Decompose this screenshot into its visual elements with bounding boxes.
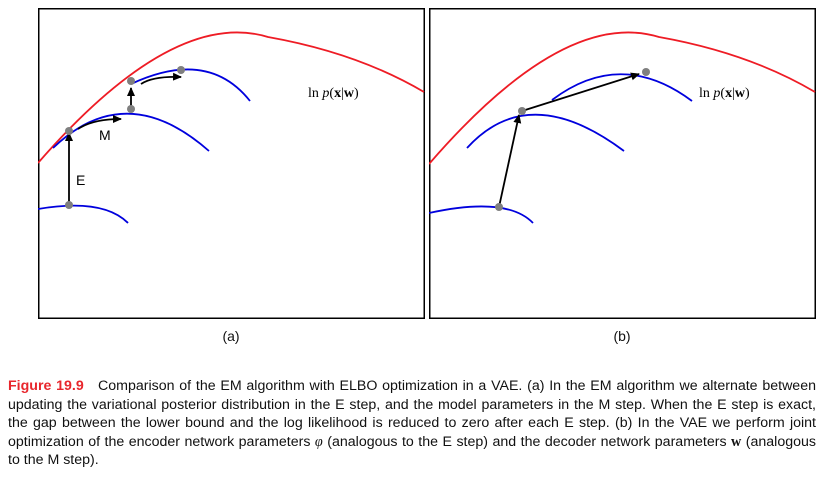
point <box>65 127 73 135</box>
label-prefix: ln <box>699 86 713 101</box>
elbo-curve-2 <box>466 113 625 152</box>
panel-b-frame <box>429 8 816 319</box>
log-likelihood-label: ln p(x|w) <box>699 86 750 101</box>
encoder-arrow <box>498 114 522 208</box>
point <box>518 107 526 115</box>
figure-label: Figure 19.9 <box>8 378 84 394</box>
point <box>642 68 650 76</box>
panel-b-sublabel: (b) <box>613 328 631 344</box>
panel-a-frame <box>38 8 425 319</box>
panel-a: E M ln p(x|w) <box>38 8 425 319</box>
decoder-arrow <box>521 72 640 112</box>
label-x: x <box>334 86 341 101</box>
m-step-arrow-2 <box>140 72 182 85</box>
label-open: ( <box>329 86 334 101</box>
point <box>177 66 185 74</box>
label-p: p <box>712 86 720 101</box>
figure-caption: Figure 19.9 Comparison of the EM algorit… <box>8 377 816 470</box>
elbo-curve-2 <box>52 112 210 152</box>
label-close: ) <box>745 86 750 101</box>
e-label: E <box>76 172 85 188</box>
label-p: p <box>321 86 329 101</box>
label-x: x <box>725 86 732 101</box>
caption-text-3: (analogous to the M step). <box>8 433 816 469</box>
likelihood-curve <box>38 31 425 164</box>
phi-symbol: φ <box>314 433 323 450</box>
elbo-curve-1 <box>38 204 129 224</box>
caption-text-1: Comparison of the EM algorithm with ELBO… <box>8 378 816 450</box>
label-close: ) <box>354 86 359 101</box>
label-open: ( <box>720 86 725 101</box>
elbo-curve-3 <box>130 68 251 102</box>
caption-text-2: (analogous to the E step) and the decode… <box>322 433 732 450</box>
label-bar: | <box>341 86 344 101</box>
point <box>495 203 503 211</box>
point <box>127 105 135 113</box>
label-w: w <box>735 86 746 101</box>
log-likelihood-label: ln p(x|w) <box>308 86 359 101</box>
panel-b-plot: ln p(x|w) <box>429 8 816 319</box>
label-prefix: ln <box>308 86 322 101</box>
likelihood-curve <box>429 31 816 165</box>
panel-b: ln p(x|w) <box>429 8 816 319</box>
point <box>127 77 135 85</box>
w-symbol: w <box>731 433 742 450</box>
panel-a-plot: E M ln p(x|w) <box>38 8 425 319</box>
label-bar: | <box>732 86 735 101</box>
point <box>65 201 73 209</box>
m-step-arrow-1 <box>77 115 122 130</box>
elbo-curve-3 <box>551 73 693 102</box>
m-label: M <box>99 127 111 143</box>
panel-a-sublabel: (a) <box>222 328 240 344</box>
label-w: w <box>344 86 355 101</box>
elbo-curve-1 <box>429 205 534 224</box>
